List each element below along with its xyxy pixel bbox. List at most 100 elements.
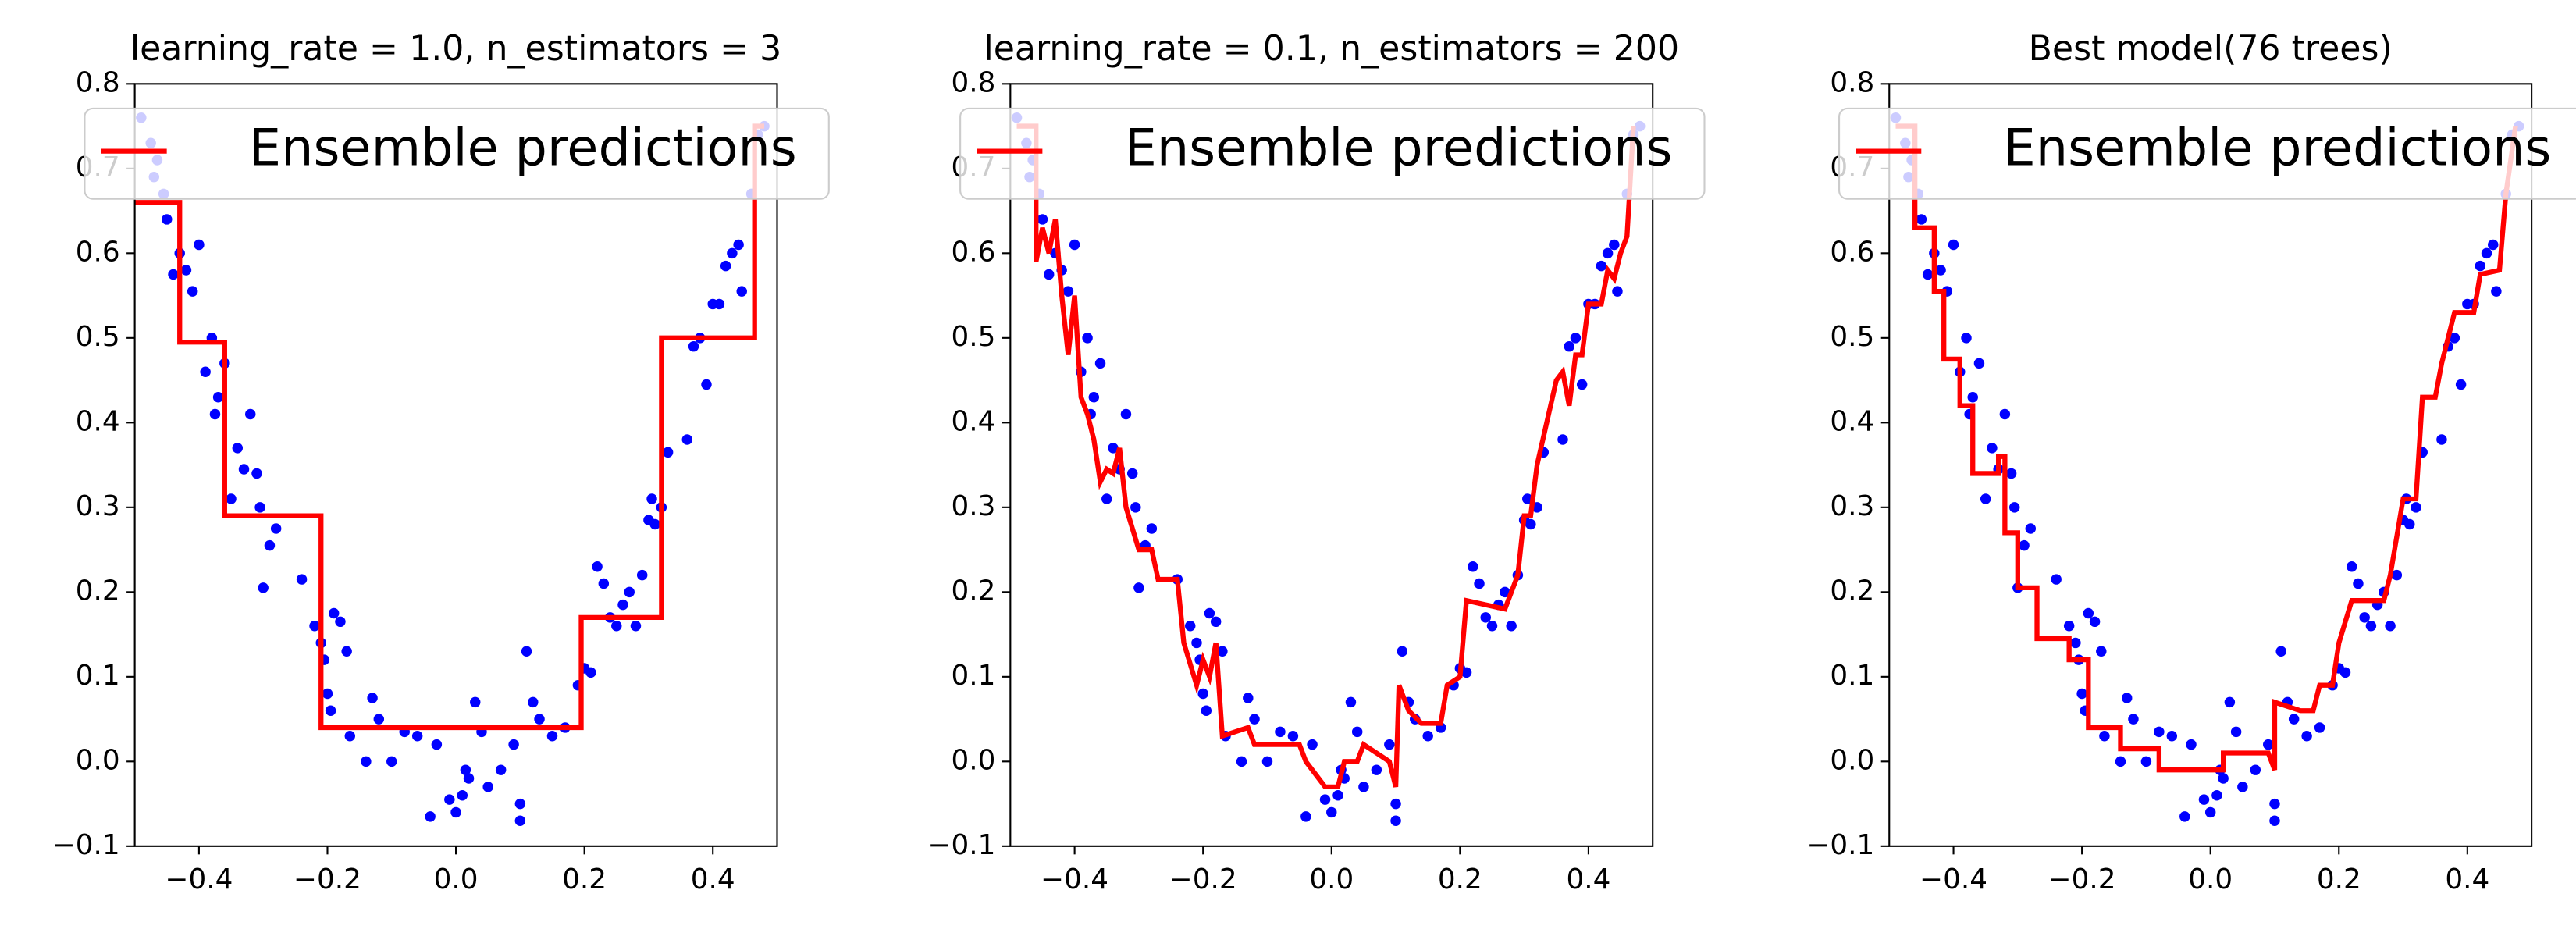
scatter-point: [2449, 333, 2460, 344]
chart-title: Best model(76 trees): [2029, 29, 2393, 69]
axes-frame: [1888, 83, 2533, 847]
scatter-point: [2301, 731, 2312, 742]
scatter-point: [2237, 782, 2248, 792]
scatter-point: [1468, 561, 1478, 572]
y-tick-label: 0.5: [952, 321, 996, 353]
legend-label: Ensemble predictions: [1125, 119, 1673, 178]
scatter-point: [1088, 392, 1100, 403]
scatter-point: [1146, 523, 1158, 534]
legend-label: Ensemble predictions: [2004, 119, 2552, 178]
scatter-point: [162, 214, 173, 225]
scatter-point: [1948, 239, 1959, 251]
y-tick-label: 0.2: [1830, 575, 1874, 607]
scatter-point: [1204, 607, 1215, 619]
scatter-point: [2096, 646, 2107, 657]
scatter-point: [546, 731, 558, 742]
scatter-point: [238, 464, 250, 475]
scatter-point: [2121, 693, 2133, 703]
y-tick-label: 0.1: [1830, 660, 1874, 692]
scatter-point: [373, 714, 385, 725]
x-tick-label: 0.4: [1566, 863, 1610, 895]
x-tick-label: −0.2: [294, 863, 361, 895]
scatter-point: [2186, 739, 2197, 750]
scatter-point: [1609, 239, 1620, 251]
scatter-point: [636, 569, 648, 581]
y-tick-label: 0.8: [1830, 66, 1874, 98]
scatter-point: [1261, 756, 1273, 767]
scatter-point: [2346, 561, 2357, 572]
legend: Ensemble predictions: [959, 107, 1706, 200]
scatter-point: [1249, 714, 1260, 725]
scatter-point: [2359, 612, 2370, 623]
scatter-point: [180, 265, 192, 276]
scatter-point: [431, 739, 443, 750]
scatter-point: [470, 696, 481, 708]
scatter-point: [1397, 646, 1408, 657]
scatter-point: [1500, 586, 1510, 598]
chart-title: learning_rate = 1.0, n_estimators = 3: [130, 29, 781, 69]
scatter-point: [1570, 333, 1582, 344]
x-tick-label: 0.0: [1309, 863, 1354, 895]
scatter-point: [681, 434, 693, 445]
x-tick-label: −0.4: [165, 863, 233, 895]
scatter-point: [411, 731, 423, 742]
scatter-point: [508, 739, 519, 750]
legend-label: Ensemble predictions: [249, 119, 797, 178]
scatter-point: [1287, 731, 1299, 742]
scatter-point: [425, 811, 436, 822]
scatter-point: [2250, 764, 2261, 775]
prediction-line: [134, 123, 765, 731]
scatter-point: [617, 599, 628, 611]
scatter-point: [463, 773, 475, 784]
scatter-point: [1557, 434, 1568, 445]
y-tick-label: 0.2: [952, 575, 996, 607]
scatter-point: [2008, 502, 2020, 513]
scatter-point: [733, 239, 744, 251]
scatter-point: [662, 447, 674, 458]
scatter-point: [2204, 806, 2216, 818]
scatter-point: [592, 561, 603, 572]
scatter-point: [2140, 756, 2152, 767]
scatter-point: [200, 366, 211, 377]
scatter-point: [232, 443, 244, 454]
scatter-point: [1480, 612, 1491, 623]
scatter-point: [270, 523, 282, 534]
scatter-point: [245, 408, 256, 420]
scatter-point: [2089, 616, 2101, 628]
scatter-point: [1602, 247, 1614, 259]
y-tick-label: 0.1: [76, 660, 120, 692]
scatter-point: [1461, 667, 1472, 678]
y-tick-label: −0.1: [928, 829, 996, 861]
scatter-point: [1486, 620, 1498, 632]
legend-box: [959, 107, 1706, 200]
scatter-point: [2051, 574, 2062, 585]
scatter-point: [528, 696, 539, 708]
scatter-point: [1133, 582, 1144, 593]
x-tick-label: 0.4: [691, 863, 735, 895]
scatter-point: [2275, 646, 2286, 657]
scatter-point: [2005, 468, 2017, 479]
y-tick-label: 0.5: [76, 321, 120, 353]
scatter-point: [720, 260, 731, 272]
scatter-point: [585, 667, 596, 678]
scatter-point: [1319, 794, 1331, 805]
scatter-point: [727, 247, 738, 259]
scatter-point: [1612, 286, 1623, 297]
scatter-point: [1300, 811, 1311, 822]
scatter-point: [598, 578, 610, 589]
scatter-point: [1596, 260, 1607, 272]
scatter-point: [1967, 392, 1978, 403]
prediction-line: [1895, 123, 2518, 773]
chart-title: learning_rate = 0.1, n_estimators = 200: [984, 29, 1679, 69]
y-tick-label: 0.0: [76, 744, 120, 776]
scatter-point: [1345, 696, 1357, 708]
x-tick-label: −0.4: [1920, 863, 1987, 895]
scatter-point: [482, 782, 493, 792]
y-tick-label: 0.0: [1830, 744, 1874, 776]
scatter-point: [1973, 358, 1985, 369]
legend: Ensemble predictions: [84, 107, 830, 200]
scatter-point: [335, 616, 346, 628]
scatter-point: [1082, 333, 1093, 344]
scatter-point: [212, 392, 224, 403]
scatter-point: [688, 340, 699, 352]
